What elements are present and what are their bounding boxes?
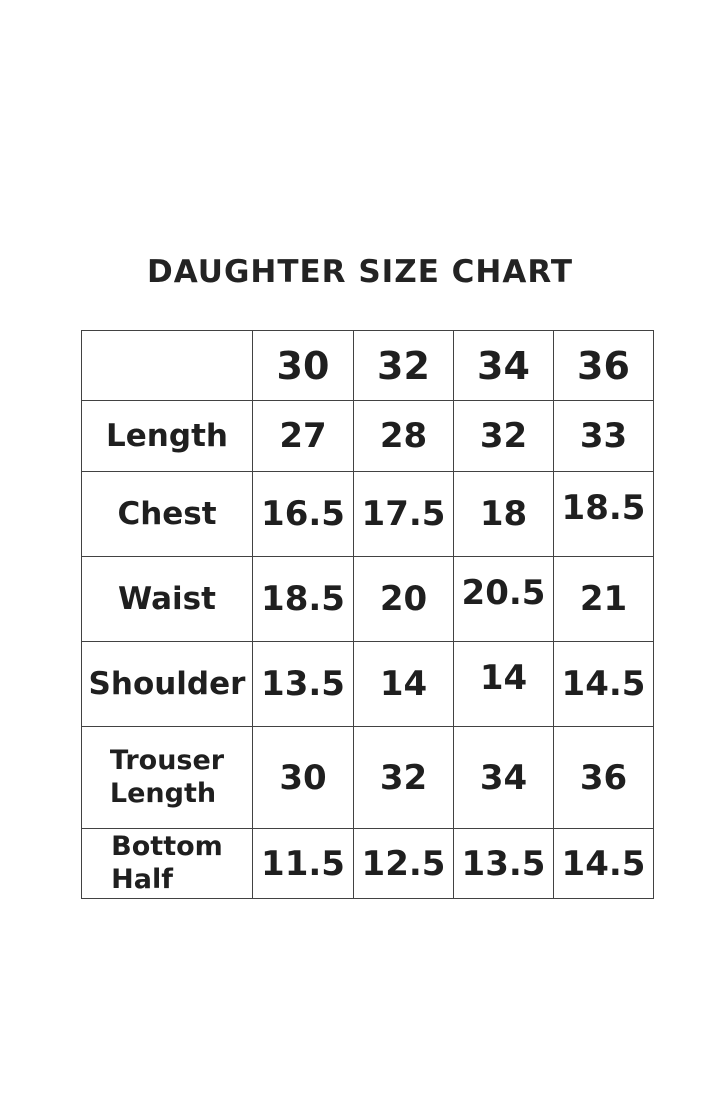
value-cell: 21 [553,556,654,642]
table-row-trouser-length: Trouser Length 30 32 34 36 [81,726,654,829]
value-cell: 18.5 [553,471,654,557]
value-cell: 14 [353,641,454,727]
value-cell: 17.5 [353,471,454,557]
row-label-shoulder: Shoulder [81,641,253,727]
corner-cell [81,330,253,401]
value-cell: 20.5 [453,556,554,642]
table-row-chest: Chest 16.5 17.5 18 18.5 [81,471,654,557]
value-cell: 14 [453,641,554,727]
row-label-trouser-length: Trouser Length [81,726,253,829]
header-row: 30 32 34 36 [81,330,654,401]
row-label-text: Trouser Length [109,744,225,809]
page-title: DAUGHTER SIZE CHART [147,254,573,290]
value-cell: 18.5 [252,556,354,642]
value-cell: 13.5 [252,641,354,727]
column-header-size-34: 34 [453,330,554,401]
value-cell: 14.5 [553,641,654,727]
row-label-bottom-half: Bottom Half [81,828,253,899]
row-label-waist: Waist [81,556,253,642]
value-cell: 33 [553,400,654,472]
size-chart-table: 30 32 34 36 Length 27 28 32 33 Chest 16.… [81,330,654,899]
value-cell: 30 [252,726,354,829]
table-row-length: Length 27 28 32 33 [81,400,654,472]
row-label-length: Length [81,400,253,472]
value-cell: 34 [453,726,554,829]
value-cell: 13.5 [453,828,554,899]
value-cell: 12.5 [353,828,454,899]
value-cell: 11.5 [252,828,354,899]
column-header-size-30: 30 [252,330,354,401]
value-cell: 28 [353,400,454,472]
table-row-shoulder: Shoulder 13.5 14 14 14.5 [81,641,654,727]
column-header-size-32: 32 [353,330,454,401]
column-header-size-36: 36 [553,330,654,401]
value-cell: 14.5 [553,828,654,899]
value-cell: 32 [353,726,454,829]
value-cell: 32 [453,400,554,472]
row-label-text: Bottom Half [111,830,223,895]
value-cell: 16.5 [252,471,354,557]
value-cell: 36 [553,726,654,829]
value-cell: 20 [353,556,454,642]
value-cell: 18 [453,471,554,557]
value-cell: 27 [252,400,354,472]
table-row-waist: Waist 18.5 20 20.5 21 [81,556,654,642]
row-label-chest: Chest [81,471,253,557]
table-row-bottom-half: Bottom Half 11.5 12.5 13.5 14.5 [81,828,654,899]
